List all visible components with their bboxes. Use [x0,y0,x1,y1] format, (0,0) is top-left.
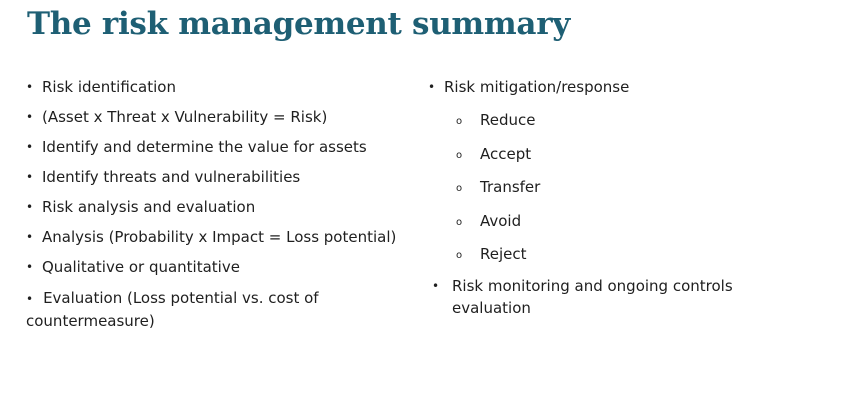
bullet-icon: • [26,80,34,94]
list-item-text: Evaluation (Loss potential vs. cost of c… [26,289,319,330]
list-item: • (Asset x Threat x Vulnerability = Risk… [26,108,416,127]
bullet-icon: • [26,110,34,124]
list-item-text: Risk identification [42,78,176,96]
circle-bullet-icon: o [456,183,463,194]
monitoring-item: • Risk monitoring and ongoing controls e… [432,275,782,319]
list-item: • Risk mitigation/response [428,78,828,97]
sub-list-item-text: Reduce [480,111,536,129]
list-item-text: (Asset x Threat x Vulnerability = Risk) [42,108,328,126]
sub-list-item: o Avoid [428,212,828,231]
list-item-text: Analysis (Probability x Impact = Loss po… [42,228,397,246]
evaluation-item: • Evaluation (Loss potential vs. cost of … [26,287,386,332]
bullet-icon: • [26,292,34,306]
left-bullet-list: • Risk identification • (Asset x Threat … [26,78,416,288]
bullet-icon: • [26,170,34,184]
right-bullet-list: • Risk mitigation/response o Reduce o Ac… [428,78,828,279]
sub-list-item: o Reject [428,245,828,264]
bullet-icon: • [26,140,34,154]
list-item: • Analysis (Probability x Impact = Loss … [26,228,416,247]
list-item-text: Identify and determine the value for ass… [42,138,367,156]
sub-list-item-text: Avoid [480,211,522,230]
bullet-icon: • [26,230,34,244]
slide-title: The risk management summary [27,6,570,42]
sub-list-item-text: Reject [480,245,527,263]
list-item: • Qualitative or quantitative [26,258,416,277]
list-item-text: Risk monitoring and ongoing controls eva… [452,277,733,317]
bullet-icon: • [26,260,34,274]
sub-list-item: o Reduce [428,111,828,130]
circle-bullet-icon: o [456,149,463,161]
list-item-text: Risk analysis and evaluation [42,198,256,216]
list-item: • Identify and determine the value for a… [26,138,416,157]
list-item-text: Risk mitigation/response [444,78,630,96]
circle-bullet-icon: o [456,216,463,228]
bullet-icon: • [432,279,440,293]
list-item: • Risk identification [26,78,416,97]
sub-list-item: o Accept [428,145,828,164]
circle-bullet-icon: o [456,250,463,261]
bullet-icon: • [428,80,436,94]
bullet-icon: • [26,200,34,214]
list-item: • Identify threats and vulnerabilities [26,168,416,187]
circle-bullet-icon: o [456,116,463,127]
sub-list-item: o Transfer [428,178,828,197]
sub-list-item-text: Transfer [480,178,541,196]
list-item-text: Identify threats and vulnerabilities [42,168,301,186]
list-item-text: Qualitative or quantitative [42,258,240,276]
list-item: • Risk analysis and evaluation [26,198,416,217]
sub-list-item-text: Accept [480,144,532,163]
